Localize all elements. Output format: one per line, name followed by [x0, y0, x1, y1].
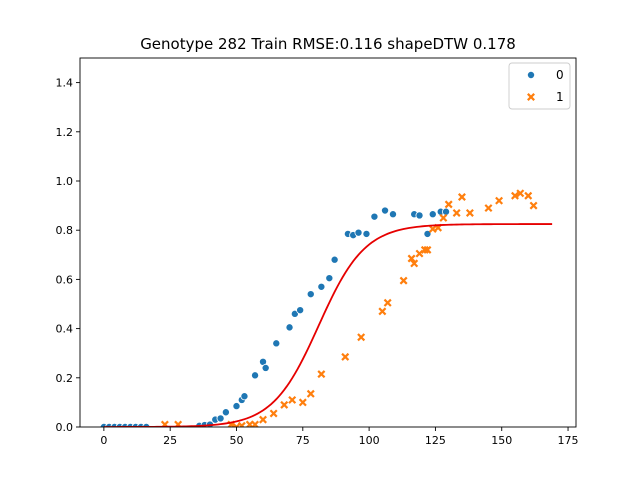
point-series-1-36	[529, 201, 538, 210]
legend-marker-0	[527, 71, 536, 80]
point-series-0-15	[232, 402, 241, 411]
point-series-1-30	[465, 209, 474, 217]
y-tick-label-0: 0.0	[56, 421, 74, 434]
point-series-0-38	[423, 229, 432, 238]
y-tick-label-1: 0.2	[56, 372, 74, 385]
x-tick-label-0: 0	[100, 434, 107, 447]
axes: 0 25 50 75 100 125 150 175 0.0 0.2 0.4 0.6 0.8 1.0 1.2…	[56, 57, 579, 447]
point-series-1-21	[415, 249, 424, 258]
point-series-1-7	[259, 415, 267, 424]
point-series-1-8	[269, 409, 278, 418]
plot-inner	[99, 189, 553, 427]
point-series-1-35	[524, 191, 533, 200]
point-series-1-14	[341, 352, 350, 361]
x-tick-label-4: 100	[359, 434, 380, 447]
chart-title: Genotype 282 Train RMSE:0.116 shapeDTW 0…	[140, 35, 516, 53]
point-series-1-19	[407, 254, 416, 263]
point-series-0-24	[296, 306, 305, 315]
y-tick-label-4: 0.8	[56, 224, 74, 237]
legend-label-1: 1	[556, 90, 564, 104]
point-series-1-24	[428, 224, 437, 233]
point-series-0-28	[330, 255, 339, 264]
point-series-1-17	[383, 298, 392, 307]
point-series-0-18	[251, 371, 260, 380]
point-series-1-3	[232, 423, 241, 427]
y-tick-label-6: 1.2	[56, 126, 74, 139]
point-series-0-27	[325, 274, 334, 283]
point-series-0-20	[261, 363, 270, 372]
point-series-0-22	[285, 323, 294, 332]
point-series-0-13	[216, 414, 225, 423]
point-series-0-17	[240, 392, 249, 401]
point-series-0-21	[272, 339, 281, 348]
point-series-1-29	[457, 193, 466, 201]
point-series-0-32	[362, 229, 371, 238]
y-tick-label-2: 0.4	[56, 323, 74, 336]
point-series-0-33	[370, 212, 379, 221]
point-series-1-13	[317, 370, 326, 379]
axes-frame	[79, 57, 577, 428]
x-tick-label-7: 175	[558, 434, 579, 447]
x-tick-label-5: 125	[425, 434, 446, 447]
x-tick-label-3: 75	[296, 434, 310, 447]
point-series-0-34	[381, 206, 390, 215]
point-series-1-23	[423, 245, 432, 254]
point-series-0-39	[428, 210, 437, 219]
point-series-1-28	[452, 209, 461, 217]
point-series-1-11	[298, 398, 307, 407]
point-series-0-14	[221, 408, 230, 417]
point-series-1-31	[484, 204, 493, 213]
y-tick-label-5: 1.0	[56, 175, 74, 188]
point-series-1-12	[306, 389, 315, 398]
series-0	[99, 206, 451, 427]
point-series-0-25	[306, 290, 315, 299]
point-series-0-26	[317, 282, 326, 291]
legend-label-0: 0	[556, 68, 564, 82]
x-tick-label-6: 150	[491, 434, 512, 447]
point-series-1-27	[444, 200, 453, 209]
point-series-1-16	[378, 307, 387, 316]
point-series-1-9	[280, 400, 289, 409]
point-series-1-22	[420, 245, 429, 254]
point-series-0-37	[415, 211, 424, 220]
point-series-0-31	[354, 228, 363, 237]
point-series-1-15	[357, 333, 366, 342]
point-series-1-10	[288, 395, 297, 404]
point-series-1-20	[410, 259, 419, 268]
series-1	[160, 189, 538, 427]
y-tick-label-7: 1.4	[56, 77, 74, 90]
fit-curve	[103, 223, 553, 427]
x-tick-label-1: 25	[163, 434, 177, 447]
point-series-1-4	[237, 421, 246, 427]
legend: 01	[508, 62, 571, 110]
point-series-1-26	[439, 213, 448, 222]
point-series-1-18	[399, 276, 408, 285]
point-series-1-34	[516, 189, 525, 198]
legend-box	[508, 62, 571, 110]
legend-marker-1	[527, 93, 535, 101]
point-series-0-35	[388, 210, 397, 219]
plot-area	[99, 189, 553, 427]
x-tick-label-2: 50	[229, 434, 243, 447]
y-tick-label-3: 0.6	[56, 273, 74, 286]
point-series-1-33	[511, 191, 519, 200]
point-series-1-32	[495, 196, 504, 205]
